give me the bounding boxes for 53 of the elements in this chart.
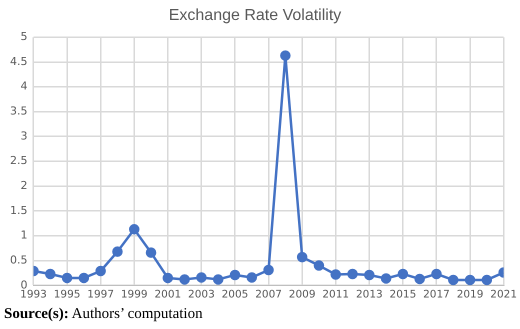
- x-tick-label: 2011: [322, 288, 350, 300]
- point: [482, 274, 492, 286]
- point: [128, 224, 140, 235]
- point: [431, 268, 442, 280]
- point: [330, 269, 341, 280]
- x-tick-label: 2005: [222, 288, 248, 300]
- point: [162, 272, 174, 284]
- point: [246, 272, 258, 283]
- point: [364, 270, 375, 280]
- y-tick-label: 3: [20, 129, 28, 142]
- x-tick-label: 2021: [490, 288, 518, 300]
- chart-title: Exchange Rate Volatility: [168, 7, 342, 24]
- y-tick-label: 3.5: [10, 104, 28, 118]
- point: [414, 274, 425, 284]
- y-tick-label: 1.5: [10, 204, 28, 217]
- point: [380, 273, 392, 284]
- y-tick-label: 2.5: [10, 154, 28, 168]
- point: [212, 274, 224, 285]
- point: [314, 260, 324, 271]
- y-tick-label: 4: [20, 80, 28, 93]
- point: [280, 50, 291, 61]
- x-tick-label: 2019: [456, 288, 484, 300]
- point: [62, 272, 72, 284]
- x-tick-label: 2003: [188, 288, 215, 300]
- y-tick-label: 4.5: [10, 54, 28, 68]
- x-tick-label: 2013: [356, 288, 383, 300]
- point: [78, 272, 90, 284]
- point: [296, 252, 308, 262]
- x-tick-label: 2009: [288, 288, 316, 300]
- y-tick-label: 1: [20, 228, 28, 242]
- point: [263, 264, 274, 276]
- source-note: Source(s): Authors’ computation: [4, 306, 203, 323]
- y-tick-label: 0.5: [10, 253, 28, 266]
- point: [230, 270, 240, 280]
- x-tick-label: 2007: [255, 288, 282, 300]
- point: [398, 268, 408, 280]
- point: [45, 268, 56, 280]
- point: [146, 247, 156, 258]
- x-tick-label: 1999: [120, 288, 148, 300]
- point: [95, 266, 106, 276]
- point: [347, 268, 358, 280]
- y-tick-label: 5: [20, 30, 28, 44]
- x-tick-label: 1997: [87, 288, 114, 300]
- x-tick-label: 2015: [390, 288, 416, 300]
- point: [179, 274, 190, 285]
- x-tick-label: 2017: [423, 288, 450, 300]
- x-tick-label: 2001: [154, 288, 182, 300]
- point: [196, 272, 207, 283]
- point: [112, 246, 123, 257]
- point: [448, 274, 459, 286]
- point: [464, 274, 476, 286]
- y-tick-label: 2: [20, 178, 28, 192]
- x-tick-label: 1995: [54, 288, 80, 300]
